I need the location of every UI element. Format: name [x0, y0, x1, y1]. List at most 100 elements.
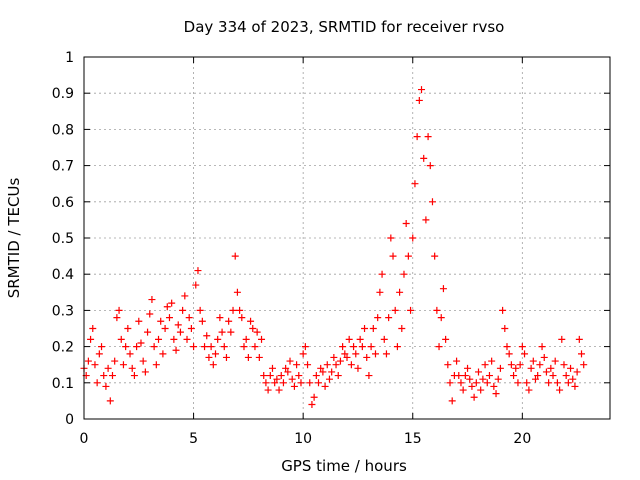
data-point: [238, 314, 246, 322]
y-tick-label: 0.4: [52, 267, 74, 283]
data-point: [575, 335, 583, 343]
data-point: [168, 299, 176, 307]
x-tick-label: 10: [294, 431, 312, 447]
data-point: [100, 372, 108, 380]
data-point: [144, 328, 152, 336]
data-point: [233, 288, 241, 296]
data-point: [507, 361, 515, 369]
data-point: [483, 379, 491, 387]
data-point: [503, 343, 511, 351]
data-point: [220, 343, 228, 351]
data-point: [183, 335, 191, 343]
data-point: [108, 372, 116, 380]
data-point: [165, 314, 173, 322]
grid-lines: [84, 57, 610, 419]
data-point: [155, 335, 163, 343]
data-point: [376, 288, 384, 296]
data-point: [137, 339, 145, 347]
data-point: [89, 325, 97, 332]
data-point: [124, 325, 132, 332]
data-point: [157, 317, 165, 325]
data-point: [472, 379, 480, 387]
data-point: [207, 343, 215, 351]
data-point: [104, 364, 112, 372]
data-point: [306, 379, 314, 387]
data-point: [271, 379, 279, 387]
data-point: [93, 379, 101, 387]
data-point: [244, 353, 252, 361]
data-point: [455, 372, 463, 380]
data-point: [488, 357, 496, 365]
data-point: [84, 357, 92, 365]
data-point: [293, 361, 301, 369]
data-point: [538, 343, 546, 351]
data-point: [152, 361, 160, 369]
data-point: [374, 314, 382, 322]
data-point: [290, 382, 298, 390]
data-point: [315, 379, 323, 387]
data-point: [260, 372, 268, 380]
data-point: [161, 325, 169, 332]
chart-title: Day 334 of 2023, SRMTID for receiver rvs…: [184, 18, 505, 36]
data-point: [505, 350, 513, 358]
data-point: [319, 368, 327, 376]
data-point: [358, 343, 366, 351]
data-point: [540, 353, 548, 361]
data-point: [461, 372, 469, 380]
data-point: [382, 350, 390, 358]
data-point: [187, 325, 195, 332]
data-point: [380, 335, 388, 343]
data-point: [475, 368, 482, 376]
data-point: [514, 379, 522, 387]
data-point: [345, 335, 353, 343]
data-point: [534, 372, 542, 380]
data-point: [192, 281, 200, 289]
data-point: [141, 368, 149, 376]
data-point: [556, 386, 564, 394]
x-axis-title: GPS time / hours: [281, 457, 407, 475]
data-point: [130, 372, 138, 380]
data-point: [163, 303, 171, 311]
data-point: [356, 335, 364, 343]
data-point: [468, 382, 476, 390]
data-point: [354, 364, 362, 372]
data-point: [569, 375, 577, 383]
data-point: [174, 321, 182, 329]
data-point: [242, 335, 250, 343]
data-point: [525, 386, 533, 394]
data-point: [194, 267, 202, 275]
data-point: [288, 375, 296, 383]
x-tick-label: 20: [513, 431, 531, 447]
data-point: [227, 328, 235, 336]
y-tick-labels: 0 0.1 0.2 0.3 0.4 0.5 0.6 0.7 0.8 0.9 1: [52, 50, 74, 428]
data-point: [201, 343, 209, 351]
data-point: [343, 353, 351, 361]
data-point: [139, 357, 147, 365]
data-point: [255, 353, 263, 361]
data-point: [225, 317, 233, 325]
data-point: [205, 353, 213, 361]
data-point: [146, 310, 154, 318]
y-tick-label: 0.2: [52, 340, 74, 356]
data-point: [490, 382, 498, 390]
y-tick-label: 0.7: [52, 159, 74, 175]
data-point: [418, 86, 426, 94]
data-point: [516, 361, 524, 369]
data-point: [435, 343, 443, 351]
data-point: [518, 343, 526, 351]
data-point: [551, 357, 559, 365]
data-point: [328, 368, 336, 376]
data-point: [325, 375, 333, 383]
data-point: [536, 361, 544, 369]
data-point: [385, 314, 393, 322]
data-point: [231, 252, 239, 260]
data-point: [512, 364, 520, 372]
data-point: [545, 379, 553, 387]
y-tick-label: 0.9: [52, 86, 74, 102]
data-point: [409, 234, 417, 242]
data-point: [268, 364, 276, 372]
data-point: [446, 379, 454, 387]
data-point: [295, 372, 303, 380]
data-point: [117, 335, 125, 343]
data-point: [361, 325, 369, 332]
